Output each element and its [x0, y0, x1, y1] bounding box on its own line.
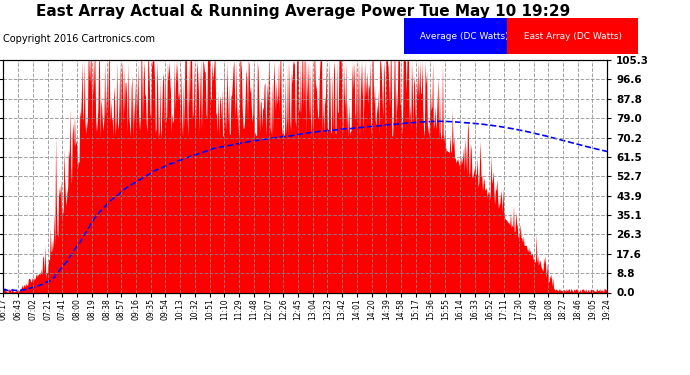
Text: Average (DC Watts): Average (DC Watts) — [417, 32, 512, 41]
Text: East Array Actual & Running Average Power Tue May 10 19:29: East Array Actual & Running Average Powe… — [37, 4, 571, 19]
Text: East Array (DC Watts): East Array (DC Watts) — [521, 32, 625, 41]
Text: Copyright 2016 Cartronics.com: Copyright 2016 Cartronics.com — [3, 34, 155, 44]
